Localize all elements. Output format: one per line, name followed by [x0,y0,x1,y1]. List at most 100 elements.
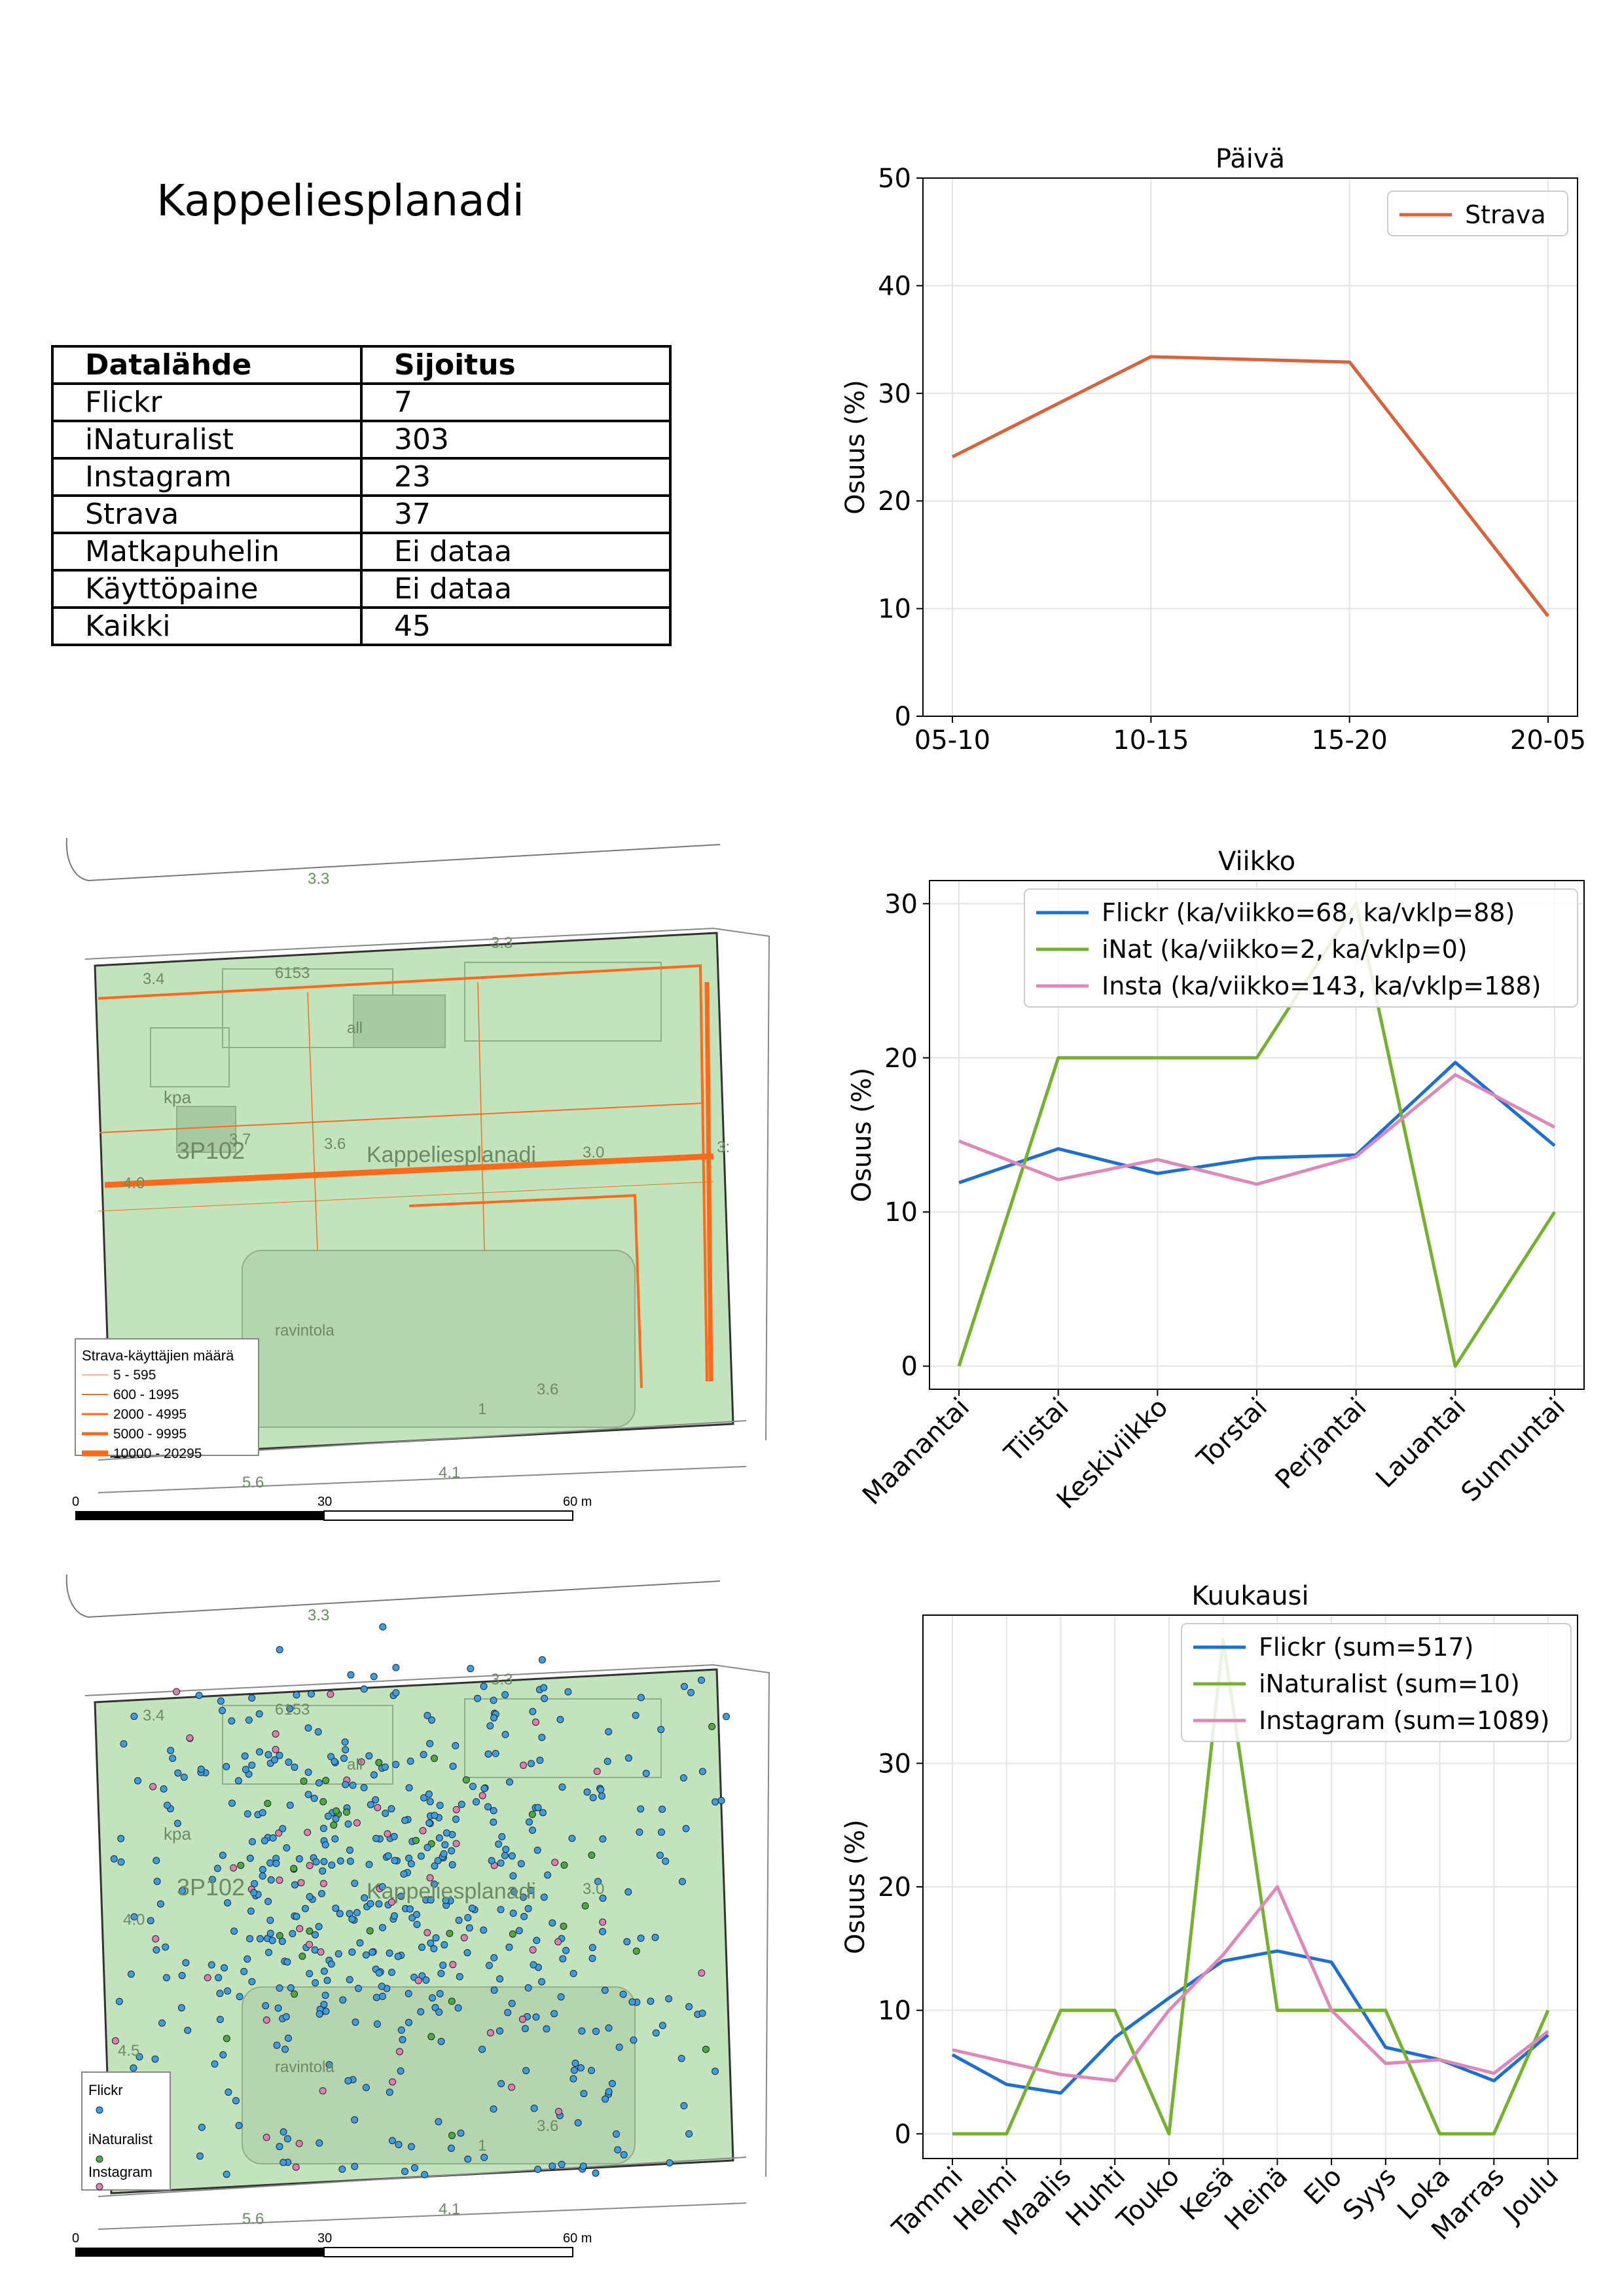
point-marker [266,1929,274,1937]
point-marker [348,1948,356,1956]
point-marker [388,2137,396,2145]
series-line [957,902,1557,1368]
point-marker [310,1795,318,1802]
point-marker [240,1967,248,1975]
point-marker [290,1865,298,1872]
point-marker [367,1801,374,1808]
point-marker [232,2097,240,2105]
point-marker [605,2088,613,2096]
point-marker [510,1887,518,1895]
point-marker [508,1999,516,2007]
point-marker [452,1806,460,1813]
point-marker [319,1825,327,1832]
point-marker [448,2132,456,2140]
chart-title: Viikko [1218,847,1295,877]
point-marker [379,1923,386,1931]
point-marker [351,2116,359,2124]
point-marker [405,2018,412,2026]
point-marker [583,1788,591,1796]
point-marker [264,1800,272,1808]
point-marker [541,1694,549,1702]
point-marker [424,1711,431,1719]
point-marker [266,1916,274,1924]
point-marker [598,1792,605,1800]
point-marker [406,1905,414,1913]
point-marker [436,1802,444,1810]
point-marker [490,1696,497,1704]
point-marker [568,1834,576,1842]
point-marker [395,2141,403,2149]
point-marker [306,1862,314,1869]
point-marker [480,1926,488,1934]
point-marker [448,1847,456,1855]
map-label: ravintola [275,2058,334,2076]
point-marker [550,2010,558,2018]
point-marker [637,1935,645,1942]
table-cell: 7 [360,382,672,422]
point-marker [469,1783,477,1791]
legend-item-label: Insta (ka/viikko=143, ka/vklp=188) [1102,972,1541,1000]
point-marker [291,1990,298,1998]
point-marker [346,1976,353,1984]
point-marker [496,1975,504,1983]
point-marker [536,1757,544,1764]
point-marker [432,1934,440,1942]
point-marker [247,1907,255,1915]
point-marker [324,1812,332,1820]
point-marker [315,1923,323,1931]
chart-title: Kuukausi [1191,1581,1308,1611]
point-marker [448,1861,456,1868]
map-background [65,837,770,1493]
point-marker [522,2067,530,2075]
point-marker [636,1829,643,1836]
point-marker [558,2160,566,2168]
point-marker [422,1977,430,1984]
point-marker [599,1835,607,1843]
point-marker [152,1935,160,1942]
point-marker [619,1990,627,1998]
point-marker [657,1726,665,1734]
point-marker [156,1900,164,1908]
y-tick-label: 10 [884,1197,918,1228]
point-marker [216,2016,224,2024]
point-marker [228,1717,236,1725]
map-label: 5.6 [242,1474,264,1491]
point-marker [262,2134,270,2141]
point-marker [319,2087,327,2095]
legend-item-label: Flickr [88,2082,123,2098]
point-marker [504,2009,512,2016]
point-marker [330,1821,338,1829]
point-marker [594,1878,602,1886]
point-marker [282,2013,290,2020]
point-marker [174,1769,182,1777]
point-marker [388,1805,395,1813]
point-marker [462,1776,470,1784]
point-marker [306,1970,314,1978]
y-tick-label: 20 [878,486,911,517]
point-marker [215,1974,223,1982]
point-marker [388,1898,395,1906]
point-marker [223,2035,230,2043]
map-label: 3.3 [308,870,329,888]
point-marker [394,1952,402,1960]
point-marker [571,2060,579,2067]
point-marker [117,1858,125,1866]
map-label: 3.3 [308,1607,329,1624]
point-marker [352,2018,359,2026]
point-marker [447,2144,455,2152]
x-tick-label: Maanantai [857,1393,975,1511]
point-marker [276,1984,283,1992]
point-marker [327,1753,335,1760]
point-marker [480,1785,488,1793]
point-marker [177,2004,185,2012]
point-marker [520,1893,528,1901]
map-label: all [347,1756,363,1774]
point-marker [219,1707,226,1715]
point-marker [495,1840,503,1848]
point-marker [384,1852,392,1860]
scale-bar: 0 30 60 m [72,2231,592,2257]
point-marker [319,1867,327,1875]
point-marker [521,2025,529,2033]
chart-paiva: Päivä 0 10 20 30 40 50 05-10 10-15 15-20 20-05 Osuu… [840,144,1586,756]
point-marker [362,2084,370,2092]
